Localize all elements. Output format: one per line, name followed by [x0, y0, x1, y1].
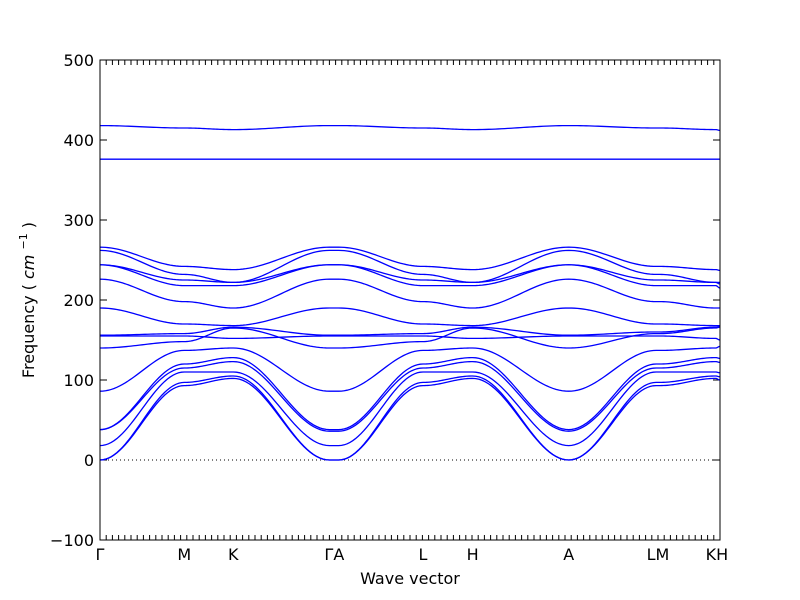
- x-tick-label: KH: [706, 545, 729, 564]
- band-line: [99, 249, 720, 284]
- y-tick-label: 200: [63, 291, 94, 310]
- band-line: [99, 360, 720, 432]
- band-line: [99, 377, 720, 461]
- band-line: [99, 375, 720, 461]
- band-line: [99, 124, 720, 132]
- y-tick-label: 100: [63, 371, 94, 390]
- band-line: [99, 326, 720, 349]
- y-axis-label-text: Frequency: [19, 295, 38, 378]
- y-tick-label: 0: [84, 451, 94, 470]
- x-tick-label: ΓA: [324, 545, 344, 564]
- x-tick-label: LM: [647, 545, 670, 564]
- x-tick-label: H: [467, 545, 479, 564]
- band-line: [100, 335, 720, 341]
- y-tick-label: 300: [63, 211, 94, 230]
- band-line: [99, 356, 720, 431]
- x-tick-label: K: [228, 545, 239, 564]
- band-line: [99, 264, 721, 289]
- plot-frame: [99, 59, 721, 541]
- y-axis-label-unit: cm: [19, 255, 38, 279]
- band-line: [100, 325, 720, 336]
- band-line: [99, 246, 720, 272]
- x-axis-label: Wave vector: [360, 569, 460, 588]
- y-axis-ticks: −100 0 100 200 300 400 500: [50, 51, 720, 550]
- band-line: [99, 307, 720, 327]
- band-line: [99, 345, 720, 392]
- x-tick-label: A: [563, 545, 574, 564]
- band-line: [99, 371, 720, 447]
- y-axis-label-unit-exp: −1: [17, 233, 30, 249]
- phonon-bands: [99, 124, 721, 461]
- x-tick-label: M: [177, 545, 191, 564]
- y-axis-label: Frequency ( cm −1 ): [12, 222, 38, 378]
- band-line: [99, 278, 720, 309]
- x-tick-label: L: [419, 545, 428, 564]
- y-tick-label: 500: [63, 51, 94, 70]
- y-tick-label: 400: [63, 131, 94, 150]
- y-tick-label: −100: [50, 531, 94, 550]
- y-axis-label-paren-close: ): [19, 222, 38, 228]
- x-axis-ticks: Γ M K ΓA L H A LM KH: [96, 60, 729, 564]
- y-axis-label-paren-open: (: [19, 284, 38, 290]
- x-tick-label: Γ: [96, 545, 105, 564]
